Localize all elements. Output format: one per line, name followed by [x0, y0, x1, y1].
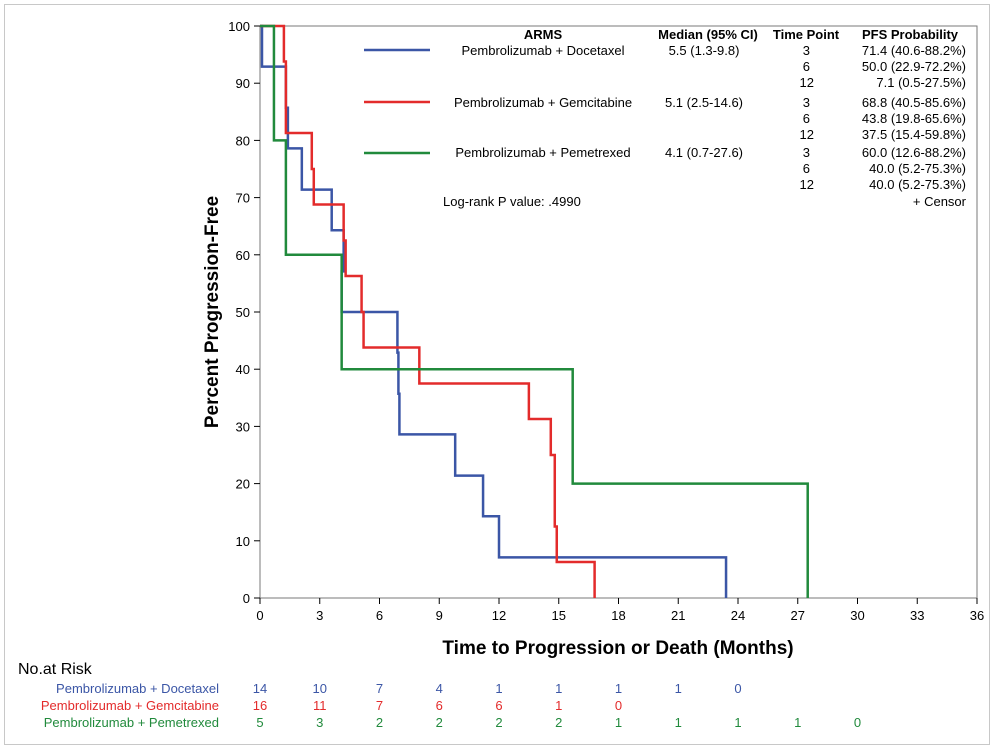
legend-tp-docetaxel-6: 6 — [803, 59, 810, 74]
x-tick-label: 15 — [552, 608, 566, 623]
risk-count: 2 — [555, 715, 562, 730]
risk-count: 6 — [436, 698, 443, 713]
x-tick-label: 3 — [316, 608, 323, 623]
risk-count: 10 — [313, 681, 327, 696]
x-tick-label: 6 — [376, 608, 383, 623]
y-tick-label: 50 — [236, 305, 250, 320]
x-tick-label: 9 — [436, 608, 443, 623]
risk-count: 7 — [376, 698, 383, 713]
risk-count: 7 — [376, 681, 383, 696]
figure-frame — [4, 4, 990, 745]
km-curve-series-2 — [260, 24, 809, 598]
y-tick-label: 0 — [243, 591, 250, 606]
legend-median-docetaxel: 5.5 (1.3-9.8) — [669, 43, 740, 58]
risk-label-docetaxel: Pembrolizumab + Docetaxel — [56, 681, 219, 696]
legend-pfs-pemetrexed-6: 40.0 (5.2-75.3%) — [869, 161, 966, 176]
legend-pfs-gemcitabine-12: 37.5 (15.4-59.8%) — [862, 127, 966, 142]
legend-header-pfs: PFS Probability — [862, 27, 959, 42]
legend-median-gemcitabine: 5.1 (2.5-14.6) — [665, 95, 743, 110]
x-tick-label: 30 — [850, 608, 864, 623]
risk-count: 4 — [436, 681, 443, 696]
legend-tp-gemcitabine-3: 3 — [803, 95, 810, 110]
legend-pfs-gemcitabine-3: 68.8 (40.5-85.6%) — [862, 95, 966, 110]
y-tick-label: 10 — [236, 534, 250, 549]
legend-tp-pemetrexed-6: 6 — [803, 161, 810, 176]
risk-label-gemcitabine: Pembrolizumab + Gemcitabine — [41, 698, 219, 713]
x-tick-label: 0 — [256, 608, 263, 623]
y-tick-label: 60 — [236, 248, 250, 263]
x-tick-label: 27 — [791, 608, 805, 623]
legend-median-pemetrexed: 4.1 (0.7-27.6) — [665, 145, 743, 160]
risk-count: 11 — [313, 698, 327, 713]
y-tick-label: 40 — [236, 362, 250, 377]
risk-count: 1 — [615, 715, 622, 730]
risk-count: 3 — [316, 715, 323, 730]
y-axis-title: Percent Progression-Free — [202, 196, 223, 428]
legend-pfs-docetaxel-12: 7.1 (0.5-27.5%) — [876, 75, 966, 90]
risk-count: 16 — [253, 698, 267, 713]
risk-count: 6 — [495, 698, 502, 713]
y-tick-label: 30 — [236, 419, 250, 434]
risk-table-title: No.at Risk — [18, 661, 93, 678]
risk-count: 1 — [555, 681, 562, 696]
risk-count: 1 — [555, 698, 562, 713]
legend-pfs-docetaxel-3: 71.4 (40.6-88.2%) — [862, 43, 966, 58]
x-tick-label: 21 — [671, 608, 685, 623]
risk-label-pemetrexed: Pembrolizumab + Pemetrexed — [44, 715, 219, 730]
legend-header-arms: ARMS — [524, 27, 563, 42]
risk-count: 1 — [615, 681, 622, 696]
risk-count: 1 — [675, 715, 682, 730]
censor-legend: + Censor — [913, 194, 967, 209]
legend-header-time-point: Time Point — [773, 27, 840, 42]
risk-count: 1 — [495, 681, 502, 696]
x-axis-title: Time to Progression or Death (Months) — [442, 638, 793, 659]
risk-count: 2 — [376, 715, 383, 730]
legend-tp-docetaxel-3: 3 — [803, 43, 810, 58]
legend-pfs-docetaxel-6: 50.0 (22.9-72.2%) — [862, 59, 966, 74]
legend-tp-pemetrexed-12: 12 — [800, 177, 814, 192]
x-tick-label: 18 — [611, 608, 625, 623]
legend-tp-docetaxel-12: 12 — [800, 75, 814, 90]
risk-count: 1 — [794, 715, 801, 730]
km-curve-series-1 — [260, 24, 596, 598]
risk-count: 0 — [615, 698, 622, 713]
legend-tp-gemcitabine-12: 12 — [800, 127, 814, 142]
risk-count: 1 — [675, 681, 682, 696]
legend-arm-docetaxel: Pembrolizumab + Docetaxel — [462, 43, 625, 58]
legend-arm-pemetrexed: Pembrolizumab + Pemetrexed — [455, 145, 630, 160]
x-tick-label: 33 — [910, 608, 924, 623]
km-curve-series-0 — [260, 24, 728, 598]
legend-tp-gemcitabine-6: 6 — [803, 111, 810, 126]
x-tick-label: 36 — [970, 608, 984, 623]
risk-count: 14 — [253, 681, 267, 696]
legend: ARMS Median (95% CI) Time Point PFS Prob… — [364, 27, 967, 209]
x-tick-label: 12 — [492, 608, 506, 623]
y-tick-label: 20 — [236, 477, 250, 492]
legend-tp-pemetrexed-3: 3 — [803, 145, 810, 160]
risk-count: 1 — [734, 715, 741, 730]
legend-header-median: Median (95% CI) — [658, 27, 758, 42]
legend-pfs-pemetrexed-12: 40.0 (5.2-75.3%) — [869, 177, 966, 192]
risk-count: 2 — [495, 715, 502, 730]
legend-pfs-gemcitabine-6: 43.8 (19.8-65.6%) — [862, 111, 966, 126]
y-tick-label: 70 — [236, 191, 250, 206]
risk-count: 0 — [854, 715, 861, 730]
legend-arm-gemcitabine: Pembrolizumab + Gemcitabine — [454, 95, 632, 110]
y-tick-label: 100 — [228, 19, 250, 34]
risk-count: 2 — [436, 715, 443, 730]
risk-count: 0 — [734, 681, 741, 696]
y-tick-label: 80 — [236, 133, 250, 148]
x-tick-label: 24 — [731, 608, 745, 623]
risk-count: 5 — [256, 715, 263, 730]
logrank-text: Log-rank P value: .4990 — [443, 194, 581, 209]
y-tick-label: 90 — [236, 76, 250, 91]
legend-pfs-pemetrexed-3: 60.0 (12.6-88.2%) — [862, 145, 966, 160]
